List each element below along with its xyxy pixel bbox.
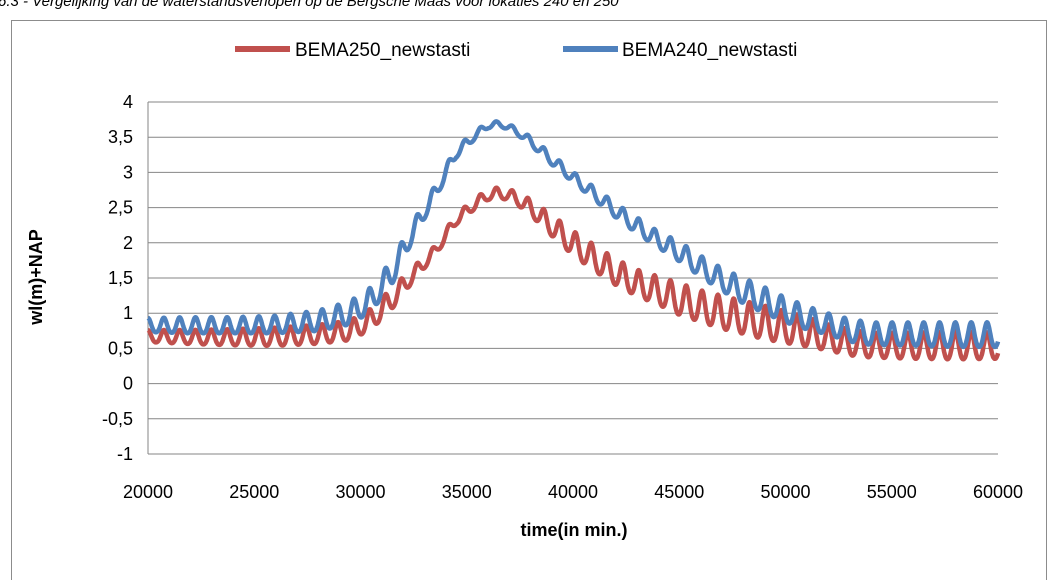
y-tick-label: 0,5 xyxy=(108,338,133,358)
series-lines xyxy=(146,119,1001,362)
legend: BEMA250_newstasti BEMA240_newstasti xyxy=(235,40,797,61)
legend-label-series-2: BEMA240_newstasti xyxy=(622,40,797,61)
y-tick-label: 4 xyxy=(123,92,133,112)
gridlines xyxy=(147,101,998,455)
y-tick-label: 3 xyxy=(123,162,133,182)
y-tick-label: -0,5 xyxy=(102,409,133,429)
y-tick-label: 0 xyxy=(123,374,133,394)
y-tick-labels: -1 -0,5 0 0,5 1 1,5 2 2,5 3 3,5 4 xyxy=(102,92,133,464)
x-tick-label: 25000 xyxy=(229,482,279,502)
x-tick-label: 35000 xyxy=(442,482,492,502)
x-axis-title: time(in min.) xyxy=(521,520,628,540)
y-tick-label: 2,5 xyxy=(108,198,133,218)
legend-label-series-1: BEMA250_newstasti xyxy=(295,40,470,61)
x-tick-labels: 20000 25000 30000 35000 40000 45000 50000 55000… xyxy=(123,482,1023,502)
y-tick-label: 1 xyxy=(123,303,133,323)
y-tick-label: 1,5 xyxy=(108,268,133,288)
series-line-1 xyxy=(146,185,1001,362)
x-tick-label: 40000 xyxy=(548,482,598,502)
x-tick-label: 45000 xyxy=(654,482,704,502)
x-tick-label: 20000 xyxy=(123,482,173,502)
x-tick-label: 60000 xyxy=(973,482,1023,502)
y-tick-label: -1 xyxy=(117,444,133,464)
figure-caption: 6.3 - Vergelijking van de waterstandsver… xyxy=(0,0,619,10)
y-axis-title: wl(m)+NAP xyxy=(26,229,46,326)
x-tick-label: 55000 xyxy=(867,482,917,502)
series-line-2 xyxy=(146,119,1001,350)
y-tick-label: 2 xyxy=(123,233,133,253)
y-tick-label: 3,5 xyxy=(108,127,133,147)
x-tick-label: 30000 xyxy=(335,482,385,502)
x-tick-label: 50000 xyxy=(760,482,810,502)
chart-frame xyxy=(11,20,1047,580)
